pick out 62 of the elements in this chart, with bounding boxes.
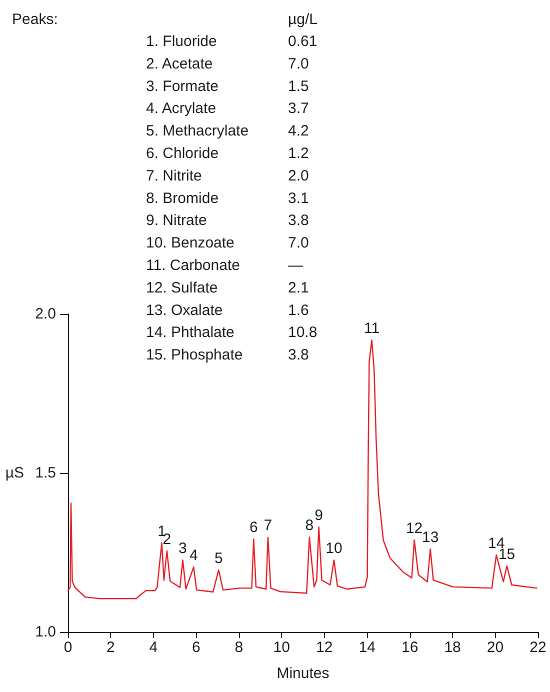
text: 12. Sulfate — [146, 279, 218, 296]
text: 4.2 — [288, 122, 309, 140]
text: 8. Bromide — [146, 190, 219, 207]
annotation: 13. Oxalate — [146, 302, 223, 319]
text: 7.0 — [288, 234, 309, 252]
x-tick-label: 12 — [316, 639, 333, 656]
y-tick-label: 2.0 — [35, 306, 56, 322]
x-tick-label: 16 — [401, 639, 418, 656]
text: — — [288, 257, 303, 274]
annotation: 11 — [364, 320, 380, 338]
text: 2.1 — [288, 279, 309, 296]
text: 4. Acrylate — [146, 100, 216, 118]
text: 6. Chloride — [146, 145, 219, 162]
x-tick-label: 20 — [486, 639, 504, 656]
x-tick-label: 18 — [444, 639, 461, 656]
annotation: 8 — [305, 517, 314, 534]
annotation: 15. Phosphate — [146, 346, 243, 364]
text: 1. Fluoride — [146, 33, 217, 50]
annotation: 2 — [162, 530, 172, 548]
annotation: 14. Phthalate — [146, 324, 234, 342]
text: 1.2 — [288, 145, 309, 162]
y-axis-title: µS — [5, 464, 24, 482]
x-tick-label: 14 — [358, 639, 376, 656]
text: 9. Nitrate — [146, 212, 207, 230]
text: 0.61 — [288, 33, 318, 50]
line-series — [67, 339, 538, 600]
text: 7. Nitrite — [146, 167, 202, 184]
annotation: 4 — [189, 547, 198, 564]
x-tick-label: 4 — [149, 639, 158, 656]
annotation: 1.6 — [288, 302, 309, 319]
text: 10. Benzoate — [146, 234, 234, 252]
text: 3.7 — [288, 100, 309, 118]
text: µg/L — [288, 11, 318, 28]
x-tick-label: 6 — [192, 639, 200, 656]
x-tick-label: 10 — [273, 639, 290, 656]
text: 5. Methacrylate — [146, 122, 249, 140]
annotation: 3.8 — [288, 346, 309, 364]
text: 2.0 — [288, 167, 309, 184]
x-axis-title: Minutes — [276, 665, 330, 682]
y-tick-label: 1.5 — [35, 464, 56, 482]
annotation: 6 — [249, 519, 258, 536]
text: 3.1 — [288, 190, 309, 207]
y-tick-label: 1.0 — [35, 624, 56, 640]
annotation: 9 — [314, 507, 323, 524]
x-tick-label: 2 — [106, 639, 115, 656]
text: 7.0 — [288, 55, 309, 72]
text: Peaks: — [12, 11, 58, 28]
text: 1.5 — [288, 78, 309, 95]
annotation: 3 — [178, 540, 187, 558]
x-tick-label: 22 — [530, 639, 546, 656]
x-tick-label: 8 — [234, 639, 244, 656]
text: 11. Carbonate — [146, 257, 240, 274]
x-tick-label: 0 — [64, 639, 72, 656]
annotation: 7 — [264, 517, 272, 534]
annotation: 5 — [214, 550, 223, 567]
annotation: 10 — [326, 540, 342, 558]
annotation: 10.8 — [288, 324, 318, 342]
text: 2. Acetate — [146, 55, 213, 72]
annotation: 12 — [406, 520, 423, 538]
text: 3.8 — [288, 212, 309, 230]
text: 3. Formate — [146, 78, 219, 95]
annotation: 13 — [422, 529, 439, 546]
